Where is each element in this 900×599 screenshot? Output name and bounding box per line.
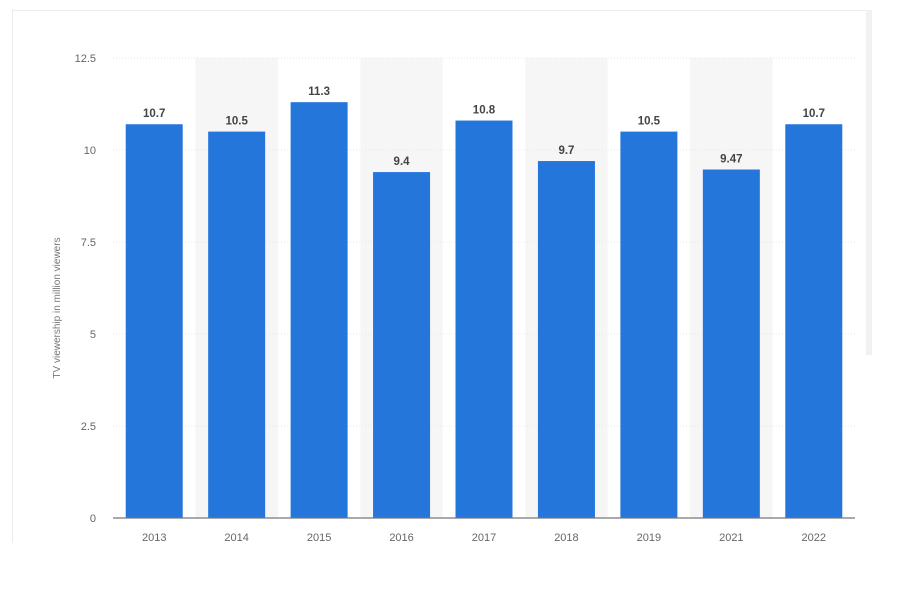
value-label-2014: 10.5: [225, 116, 248, 128]
x-tick-label: 2017: [472, 532, 496, 544]
y-tick-label: 10: [84, 145, 96, 157]
value-label-2016: 9.4: [394, 156, 411, 168]
value-label-2021: 9.47: [720, 154, 742, 166]
bar-2019: [620, 131, 678, 518]
value-label-2017: 10.8: [473, 105, 496, 117]
value-label-2015: 11.3: [308, 86, 330, 98]
y-tick-label: 12.5: [75, 53, 96, 65]
bar-2018: [537, 161, 595, 519]
y-axis-ticks: 0 2.5 5 7.5 10 12.5: [75, 53, 96, 525]
y-tick-label: 0: [90, 513, 96, 525]
x-tick-label: 2015: [307, 532, 331, 544]
y-tick-label: 7.5: [81, 237, 96, 249]
y-tick-label: 2.5: [81, 421, 96, 433]
value-label-2018: 9.7: [558, 145, 574, 157]
x-tick-label: 2019: [637, 532, 661, 544]
bar-2014: [208, 131, 266, 518]
value-label-2013: 10.7: [143, 108, 165, 120]
x-axis-ticks: 2013 2014 2015 2016 2017 2018 2019 2021 2022: [142, 532, 826, 544]
value-labels: 10.7 10.5 11.3 9.4 10.8 9.7 10.5 9.47 10.7: [143, 86, 825, 168]
x-tick-label: 2016: [389, 532, 413, 544]
x-tick-label: 2013: [142, 532, 166, 544]
x-tick-label: 2014: [224, 532, 248, 544]
bar-2013: [125, 124, 183, 519]
x-tick-label: 2018: [554, 532, 578, 544]
bars: [125, 102, 843, 519]
bar-2015: [290, 102, 348, 518]
x-tick-label: 2021: [719, 532, 743, 544]
x-tick-label: 2022: [802, 532, 826, 544]
bar-2017: [455, 120, 513, 518]
y-tick-label: 5: [90, 329, 96, 341]
bar-2016: [373, 172, 431, 518]
y-axis-label: TV viewership in million viewers: [52, 237, 63, 378]
bar-2021: [702, 169, 760, 518]
value-label-2022: 10.7: [803, 108, 825, 120]
value-label-2019: 10.5: [638, 116, 661, 128]
frame-edge-shade: [866, 10, 872, 355]
bar-2022: [785, 124, 843, 519]
